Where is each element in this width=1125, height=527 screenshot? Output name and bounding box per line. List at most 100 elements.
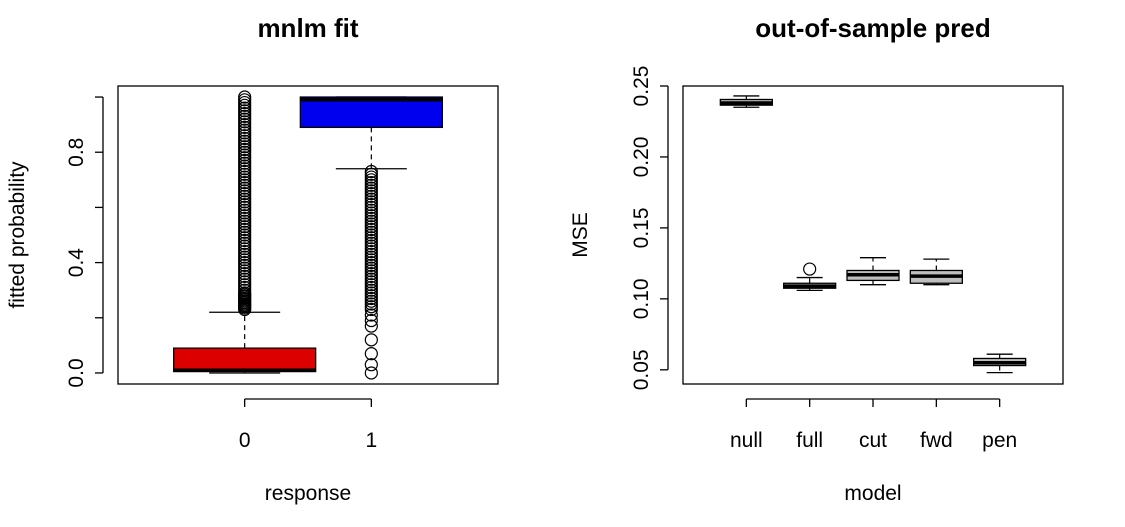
outlier-point: [364, 267, 378, 281]
outlier-point: [364, 244, 378, 259]
outlier-point: [238, 175, 252, 190]
outlier-point: [238, 220, 252, 234]
y-tick-label: 0.20: [630, 137, 653, 178]
box-0: [173, 90, 317, 374]
box-null: [719, 95, 773, 108]
box-fwd: [909, 258, 963, 286]
outlier-point: [238, 269, 252, 283]
panel-1-plot-frame: [117, 85, 499, 385]
outlier-point: [238, 189, 252, 203]
x-tick-label: cut: [859, 429, 887, 452]
outlier-point: [364, 236, 378, 250]
outlier-point: [364, 198, 378, 212]
x-tick-label: 1: [365, 429, 377, 452]
outlier-point: [364, 278, 378, 292]
outlier-point: [364, 214, 378, 228]
outlier-point: [364, 255, 378, 270]
x-tick-label: null: [730, 429, 763, 452]
outlier-point: [238, 214, 252, 228]
outlier-point: [238, 104, 252, 118]
outlier-point: [238, 93, 252, 107]
panel-2-x-axis-label: model: [844, 482, 901, 505]
outlier-point: [364, 189, 378, 203]
y-tick-label: 0.10: [630, 278, 653, 319]
outlier-point: [364, 261, 378, 275]
outlier-point: [238, 261, 252, 275]
panel-1-y-axis-label: fitted probability: [6, 161, 29, 309]
outlier-point: [364, 175, 378, 190]
outlier-point: [238, 203, 252, 217]
panel-2-y-axis-label: MSE: [569, 212, 592, 258]
outlier-point: [364, 289, 378, 303]
outlier-point: [364, 358, 378, 372]
outlier-point: [238, 164, 252, 179]
outlier-point: [238, 137, 252, 151]
outlier-point: [364, 366, 378, 380]
outlier-point: [238, 101, 252, 115]
panel-1-boxes: [173, 90, 443, 380]
panel-2-plot-frame: [682, 85, 1064, 385]
outlier-point: [238, 134, 252, 148]
outlier-point: [238, 159, 252, 173]
outlier-point: [238, 151, 252, 165]
outlier-point: [364, 231, 378, 245]
outlier-point: [364, 294, 378, 308]
outlier-point: [364, 184, 378, 198]
outlier-point: [238, 131, 252, 146]
panel-out-of-sample-pred: out-of-sample pred 0.05 0.10 0.15 0.20 0.25 n…: [569, 13, 1064, 505]
outlier-point: [364, 302, 378, 317]
outlier-point: [364, 300, 378, 314]
outlier-point: [238, 198, 252, 212]
outlier-point: [364, 167, 378, 181]
outlier-point: [364, 242, 378, 256]
box-iqr: [173, 347, 317, 373]
outlier-point: [238, 247, 252, 261]
outlier-point: [238, 142, 252, 157]
outlier-point: [364, 319, 378, 333]
outlier-point: [238, 225, 252, 239]
outlier-point: [364, 222, 378, 237]
outlier-point: [238, 250, 252, 264]
outlier-point: [238, 255, 252, 270]
x-tick-label: pen: [982, 429, 1017, 452]
outlier-point: [364, 217, 378, 231]
box-cut: [846, 257, 900, 286]
outlier-point: [238, 112, 252, 126]
outlier-point: [364, 269, 378, 283]
panel-2-title: out-of-sample pred: [755, 13, 990, 43]
outlier-point: [364, 347, 378, 361]
outlier-point: [238, 278, 252, 292]
outlier-point: [364, 308, 378, 322]
x-tick-label: 0: [239, 429, 251, 452]
outlier-point: [364, 247, 378, 261]
outlier-point: [238, 106, 252, 121]
outlier-point: [238, 95, 252, 110]
outlier-point: [364, 333, 378, 347]
outlier-point: [238, 153, 252, 168]
outlier-point: [238, 253, 252, 267]
outlier-point: [238, 206, 252, 220]
outlier-point: [238, 195, 252, 209]
outlier-point: [364, 192, 378, 206]
x-tick-label: fwd: [920, 429, 953, 452]
outlier-point: [238, 209, 252, 223]
outlier-point: [803, 262, 817, 276]
outlier-point: [238, 236, 252, 250]
outlier-point: [364, 280, 378, 295]
panel-2-axes: 0.05 0.10 0.15 0.20 0.25 null full cut fwd pen: [630, 66, 1017, 452]
outlier-point: [364, 200, 378, 215]
y-tick-label: 0.0: [65, 358, 88, 387]
outlier-point: [364, 297, 378, 311]
box-1: [299, 96, 443, 380]
outlier-point: [364, 286, 378, 300]
outlier-point: [238, 217, 252, 231]
outlier-point: [238, 264, 252, 278]
outlier-point: [238, 129, 252, 143]
x-tick-label: full: [796, 429, 823, 452]
outlier-point: [364, 209, 378, 223]
outlier-point: [238, 187, 252, 201]
outlier-point: [364, 313, 378, 328]
outlier-point: [364, 225, 378, 239]
outlier-point: [238, 148, 252, 162]
